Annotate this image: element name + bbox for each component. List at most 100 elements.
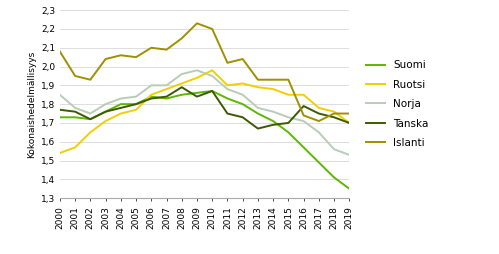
Tanska: [179, 86, 185, 89]
Suomi: [225, 97, 231, 100]
Norja: [87, 112, 93, 115]
Tanska: [194, 95, 200, 98]
Ruotsi: [164, 88, 170, 91]
Islanti: [316, 120, 322, 123]
Islanti: [346, 112, 352, 115]
Suomi: [72, 116, 78, 119]
Legend: Suomi, Ruotsi, Norja, Tanska, Islanti: Suomi, Ruotsi, Norja, Tanska, Islanti: [366, 60, 429, 148]
Islanti: [225, 61, 231, 64]
Tanska: [331, 116, 337, 119]
Islanti: [300, 114, 306, 117]
Norja: [194, 69, 200, 72]
Ruotsi: [87, 131, 93, 134]
Ruotsi: [255, 86, 261, 89]
Islanti: [194, 22, 200, 25]
Ruotsi: [285, 93, 291, 96]
Suomi: [285, 131, 291, 134]
Norja: [164, 84, 170, 87]
Ruotsi: [240, 82, 246, 85]
Norja: [240, 93, 246, 96]
Ruotsi: [179, 82, 185, 85]
Suomi: [240, 103, 246, 106]
Islanti: [209, 27, 215, 30]
Norja: [316, 131, 322, 134]
Tanska: [255, 127, 261, 130]
Islanti: [148, 46, 154, 49]
Suomi: [255, 112, 261, 115]
Ruotsi: [209, 69, 215, 72]
Ruotsi: [133, 108, 139, 111]
Suomi: [331, 176, 337, 179]
Norja: [300, 120, 306, 123]
Suomi: [57, 116, 63, 119]
Tanska: [300, 104, 306, 107]
Suomi: [133, 103, 139, 106]
Ruotsi: [194, 76, 200, 79]
Ruotsi: [225, 84, 231, 87]
Islanti: [133, 56, 139, 59]
Ruotsi: [72, 146, 78, 149]
Ruotsi: [270, 88, 276, 91]
Suomi: [103, 110, 109, 113]
Line: Tanska: Tanska: [60, 87, 349, 129]
Suomi: [148, 95, 154, 98]
Tanska: [316, 112, 322, 115]
Norja: [133, 95, 139, 98]
Suomi: [270, 120, 276, 123]
Tanska: [225, 112, 231, 115]
Ruotsi: [148, 93, 154, 96]
Norja: [270, 110, 276, 113]
Suomi: [300, 146, 306, 149]
Ruotsi: [316, 106, 322, 109]
Line: Islanti: Islanti: [60, 23, 349, 121]
Tanska: [118, 106, 124, 109]
Norja: [72, 106, 78, 109]
Tanska: [209, 89, 215, 92]
Norja: [255, 106, 261, 109]
Tanska: [72, 110, 78, 113]
Islanti: [179, 37, 185, 40]
Norja: [209, 74, 215, 77]
Tanska: [103, 110, 109, 113]
Suomi: [179, 93, 185, 96]
Tanska: [164, 95, 170, 98]
Islanti: [331, 112, 337, 115]
Tanska: [346, 121, 352, 124]
Line: Norja: Norja: [60, 70, 349, 155]
Islanti: [164, 48, 170, 51]
Suomi: [87, 118, 93, 121]
Ruotsi: [118, 112, 124, 115]
Islanti: [103, 57, 109, 60]
Ruotsi: [300, 93, 306, 96]
Ruotsi: [346, 121, 352, 124]
Tanska: [148, 97, 154, 100]
Tanska: [87, 118, 93, 121]
Suomi: [316, 161, 322, 164]
Islanti: [240, 57, 246, 60]
Islanti: [270, 78, 276, 81]
Line: Suomi: Suomi: [60, 91, 349, 189]
Islanti: [285, 78, 291, 81]
Tanska: [133, 103, 139, 106]
Norja: [103, 103, 109, 106]
Suomi: [164, 97, 170, 100]
Suomi: [194, 91, 200, 94]
Suomi: [118, 103, 124, 106]
Y-axis label: Kokonaishedelmällisyys: Kokonaishedelmällisyys: [27, 51, 36, 158]
Ruotsi: [57, 151, 63, 154]
Suomi: [346, 187, 352, 190]
Islanti: [87, 78, 93, 81]
Islanti: [72, 74, 78, 77]
Line: Ruotsi: Ruotsi: [60, 70, 349, 153]
Norja: [179, 73, 185, 76]
Islanti: [118, 54, 124, 57]
Tanska: [57, 108, 63, 111]
Norja: [331, 148, 337, 151]
Norja: [346, 153, 352, 156]
Ruotsi: [103, 120, 109, 123]
Tanska: [270, 123, 276, 126]
Norja: [285, 116, 291, 119]
Norja: [57, 93, 63, 96]
Norja: [118, 97, 124, 100]
Norja: [148, 84, 154, 87]
